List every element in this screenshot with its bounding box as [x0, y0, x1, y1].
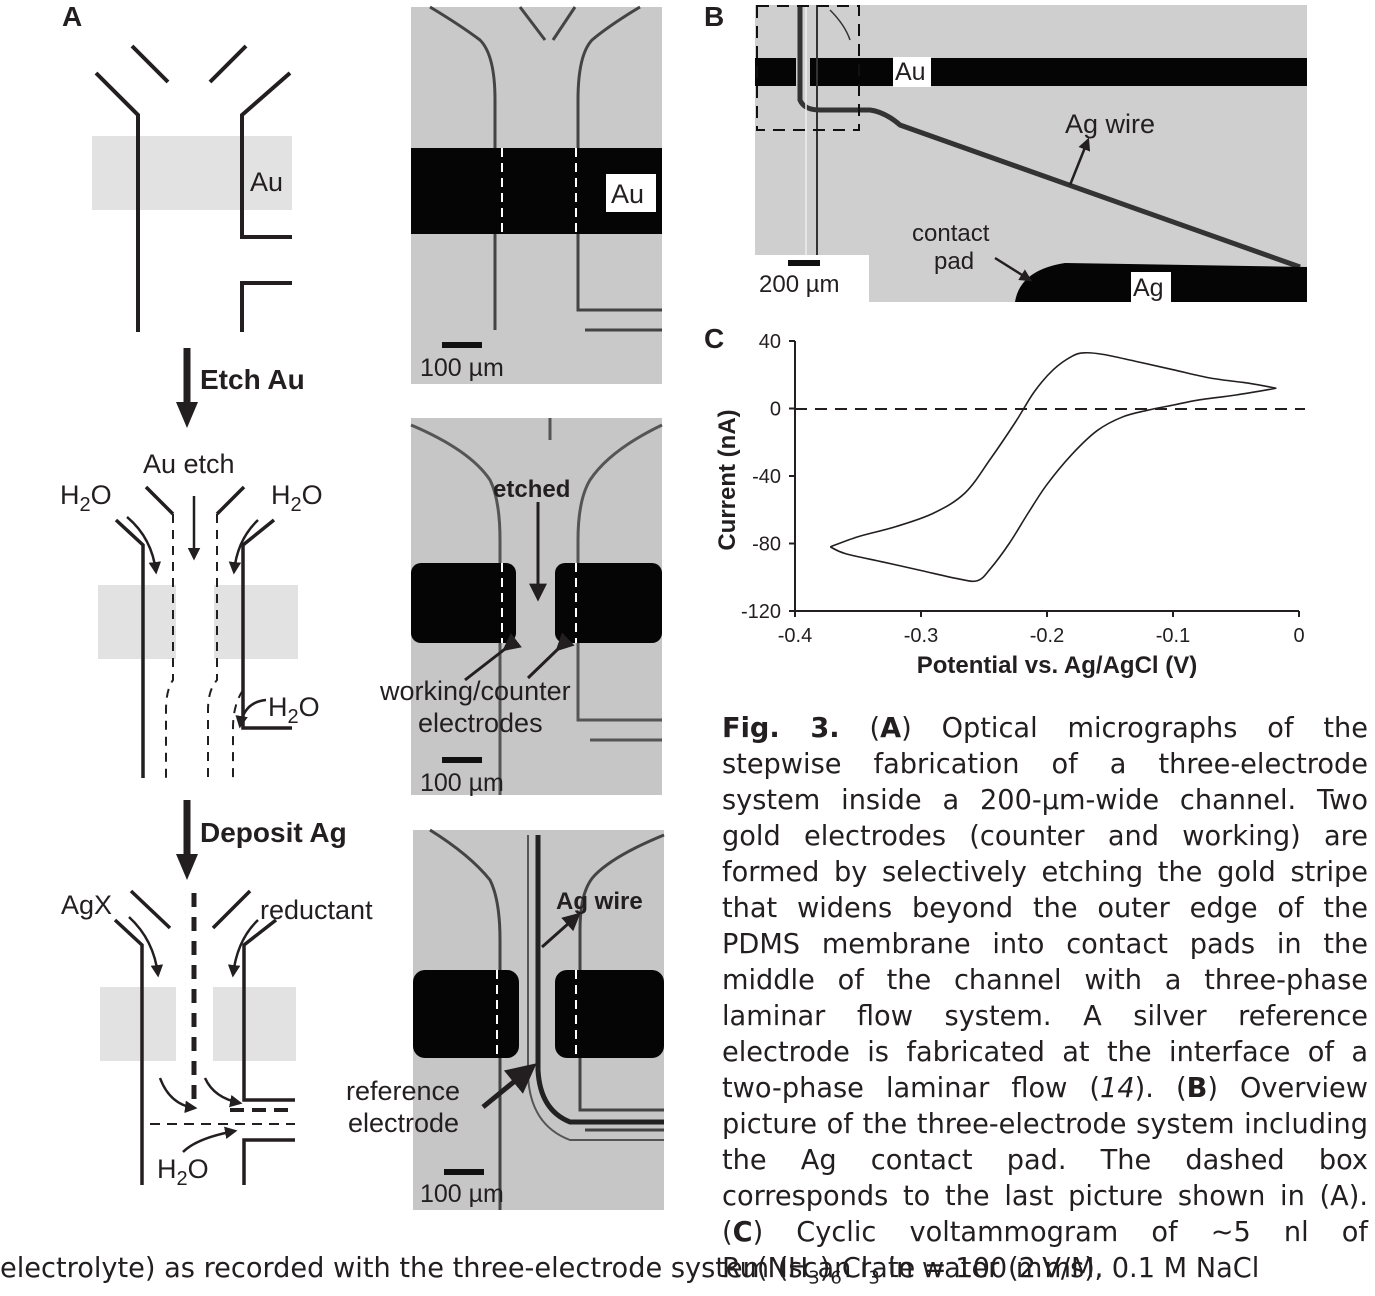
chart-axes [794, 341, 1299, 612]
micrograph-2-electrodes-label-2: electrodes [418, 708, 543, 738]
reductant-label: reductant [260, 895, 373, 925]
xtick-label: -0.1 [1156, 625, 1190, 647]
xtick-label: -0.4 [778, 625, 812, 647]
h2o-label-right: H2O [271, 480, 323, 516]
micrograph-1 [411, 5, 662, 384]
overview-contact-label-2: pad [934, 248, 974, 275]
agx-label: AgX [61, 890, 112, 920]
micrograph-1-scalebar-label: 100 µm [420, 354, 504, 382]
etch-au-arrow [176, 348, 198, 428]
cv-forward-sweep [829, 387, 1277, 583]
h2o-label-bottom: H2O [157, 1154, 209, 1190]
ytick-label: -40 [752, 466, 781, 488]
panel-letter-a: A [62, 1, 82, 32]
chart-ytick-labels: 40 0 -40 -80 -120 [741, 331, 781, 623]
micrograph-3 [413, 828, 665, 1210]
figure-caption: Fig. 3. (A) Optical micrographs of the s… [722, 711, 1368, 1296]
chart-ylabel: Current (nA) [714, 409, 741, 550]
xtick-label: 0 [1293, 625, 1304, 647]
au-etch-label: Au etch [143, 449, 235, 479]
micrograph-1-au-label: Au [611, 179, 644, 209]
cv-reverse-sweep [830, 351, 1277, 548]
ytick-label: 0 [770, 399, 781, 421]
micrograph-2-etched-label: etched [493, 476, 570, 503]
schematic-step-3 [100, 889, 296, 1185]
micrograph-3-agwire-label: Ag wire [556, 888, 643, 915]
ytick-label: -120 [741, 601, 781, 623]
overview-au-label: Au [895, 58, 926, 86]
micrograph-2-electrodes-label-1: working/counter [379, 676, 571, 706]
overview-contact-label-1: contact [912, 220, 990, 247]
xtick-label: -0.2 [1030, 625, 1064, 647]
overview-agwire-label: Ag wire [1065, 109, 1155, 139]
deposit-ag-arrow [176, 800, 198, 880]
h2o-label-left: H2O [60, 480, 112, 516]
micrograph-2-scalebar-label: 100 µm [420, 769, 504, 797]
overview-ag-label: Ag [1133, 274, 1164, 302]
micrograph-2 [410, 418, 663, 795]
caption-fig-label: Fig. 3. [722, 713, 840, 744]
overview-micrograph [755, 5, 1307, 302]
micrograph-3-scalebar-label: 100 µm [420, 1180, 504, 1208]
panel-letter-b: B [704, 1, 724, 32]
h2o-label-side: H2O [268, 692, 320, 728]
micrograph-3-reference-label-1: reference [346, 1076, 460, 1106]
schematic-step-1 [92, 44, 292, 332]
chart-xtick-labels: -0.4 -0.3 -0.2 -0.1 0 [778, 625, 1305, 647]
step-deposit-ag-label: Deposit Ag [200, 817, 347, 848]
cv-chart: 40 0 -40 -80 -120 -0.4 -0.3 -0.2 -0.1 0 Potentia… [714, 331, 1305, 679]
schematic-step-2 [98, 485, 298, 778]
caption-tail: electrolyte) as recorded with the three-… [0, 1253, 1104, 1284]
chart-ticks [789, 340, 1300, 617]
ytick-label: 40 [759, 331, 781, 353]
overview-scalebar-label: 200 µm [759, 271, 840, 298]
xtick-label: -0.3 [904, 625, 938, 647]
chart-xlabel: Potential vs. Ag/AgCl (V) [917, 652, 1197, 679]
micrograph-3-reference-label-2: electrode [348, 1108, 459, 1138]
ytick-label: -80 [752, 534, 781, 556]
step-etch-au-label: Etch Au [200, 364, 305, 395]
caption-body: (A) Optical micrographs of the stepwise … [722, 713, 1369, 1289]
panel-letter-c: C [704, 323, 724, 354]
schematic-au-label: Au [250, 167, 283, 197]
